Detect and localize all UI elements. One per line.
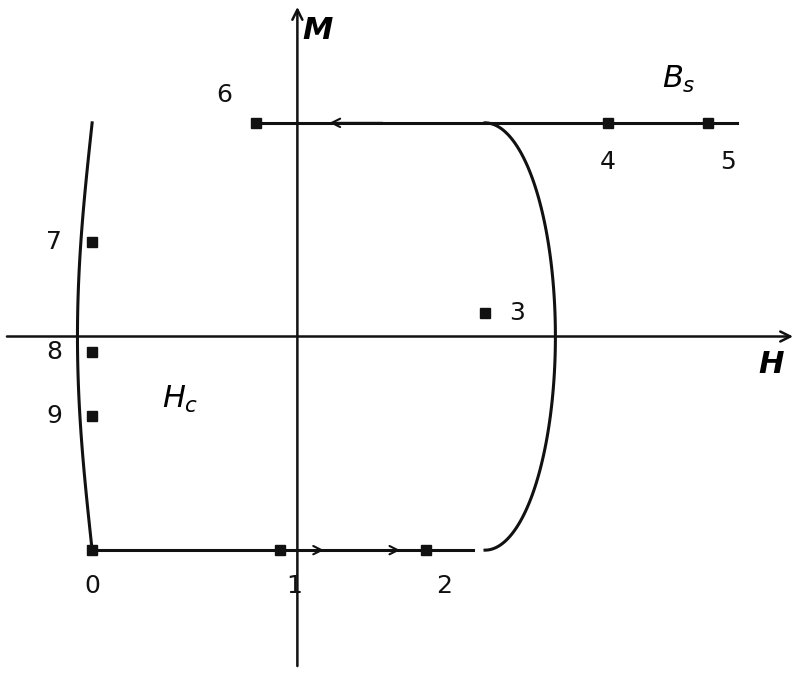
Text: 5: 5 [721,151,736,174]
Text: 0: 0 [84,574,100,598]
Text: 2: 2 [436,574,452,598]
Text: 9: 9 [46,404,62,427]
Text: 1: 1 [286,574,302,598]
Text: 4: 4 [600,151,616,174]
Text: M: M [302,16,333,45]
Text: 8: 8 [46,341,62,364]
Text: 7: 7 [46,229,62,254]
Text: H: H [758,350,784,379]
Text: 6: 6 [216,83,232,107]
Text: 3: 3 [510,301,526,325]
Text: $B_s$: $B_s$ [662,64,695,95]
Text: $H_c$: $H_c$ [162,384,198,415]
